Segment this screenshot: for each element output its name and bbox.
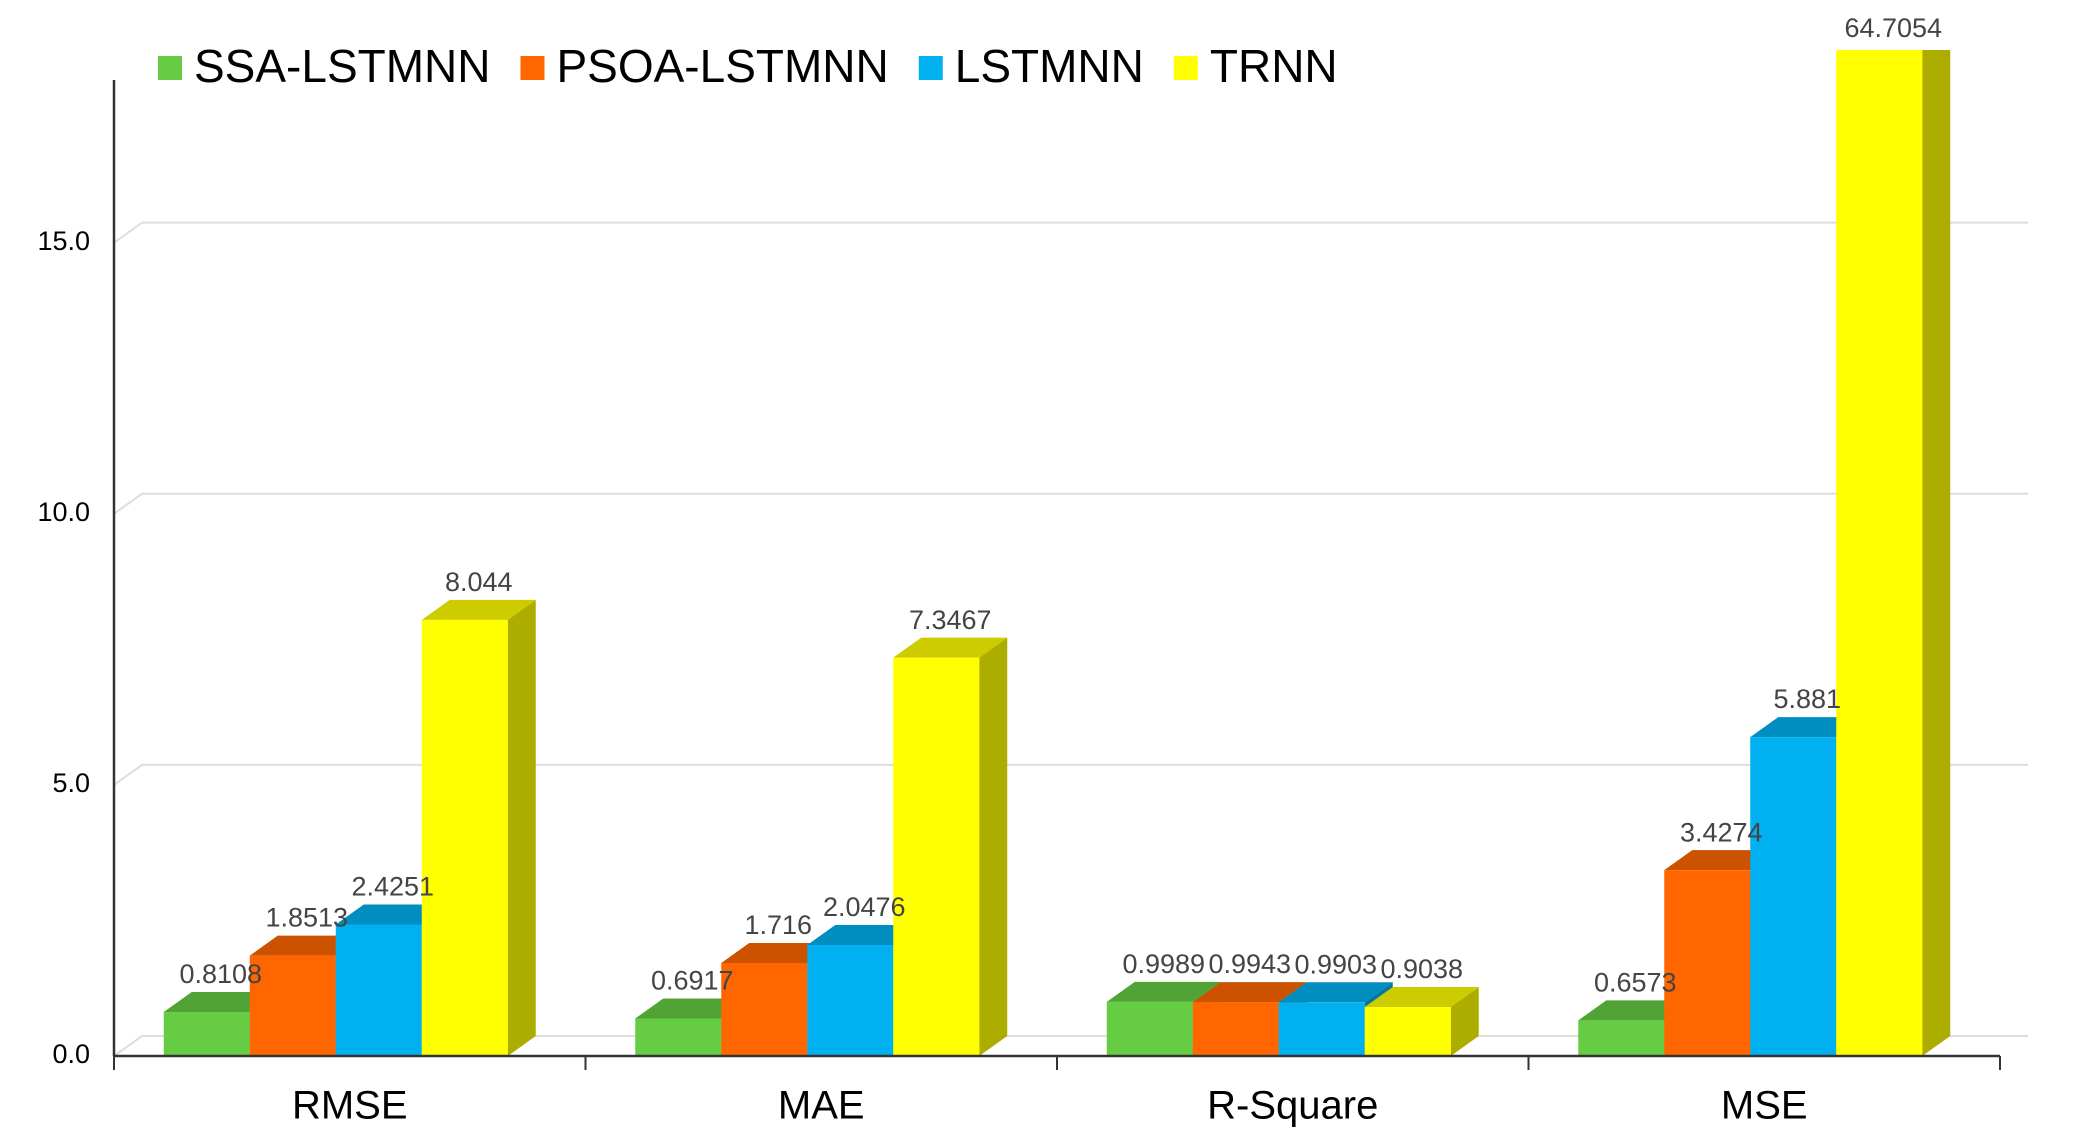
bar-top	[1578, 1000, 1693, 1021]
legend-swatch	[520, 56, 545, 80]
bar-layer	[163, 50, 1951, 1056]
bar-top	[1750, 717, 1865, 738]
grid-line-side	[113, 1035, 143, 1057]
data-label: 0.6917	[651, 966, 734, 996]
bar	[1750, 737, 1837, 1056]
data-label: 0.9943	[1208, 949, 1291, 979]
bar-side	[1922, 50, 1951, 1056]
bar-top	[1278, 982, 1393, 1003]
data-label: 0.8108	[179, 959, 262, 989]
bar	[1578, 1020, 1665, 1056]
data-label: 8.044	[445, 567, 513, 597]
bar-top	[1664, 850, 1779, 871]
bar-top	[1192, 982, 1307, 1003]
data-label: 2.4251	[351, 872, 434, 902]
bar	[893, 657, 980, 1056]
bar-top	[1106, 981, 1221, 1002]
x-tick-label: RMSE	[292, 1084, 408, 1128]
bar-top	[635, 998, 750, 1019]
legend-label: LSTMNN	[955, 40, 1144, 92]
data-label: 3.4274	[1680, 817, 1763, 847]
x-tick-label: R-Square	[1207, 1084, 1378, 1128]
data-label: 5.881	[1773, 684, 1841, 714]
grid-line-side	[113, 492, 143, 515]
bar	[335, 924, 422, 1056]
bar	[635, 1018, 722, 1056]
data-label: 64.7054	[1844, 13, 1942, 43]
y-tick-label: 0.0	[52, 1039, 90, 1069]
bar-top	[1364, 986, 1479, 1007]
legend-swatch	[158, 56, 182, 80]
bar-top	[721, 942, 836, 963]
x-tick-label: MSE	[1721, 1084, 1808, 1128]
data-label: 1.8513	[265, 903, 348, 933]
x-tick-label: MAE	[778, 1084, 865, 1128]
data-label: 2.0476	[823, 892, 906, 922]
legend-swatch	[1173, 56, 1198, 80]
bar	[1364, 1006, 1451, 1056]
bar-top	[893, 637, 1008, 658]
legend-label: SSA-LSTMNN	[194, 40, 490, 92]
legend-label: TRNN	[1210, 40, 1338, 92]
bar	[1106, 1001, 1193, 1056]
bar-side	[507, 599, 536, 1056]
y-tick-label: 5.0	[52, 768, 90, 798]
grid-line-side	[113, 764, 143, 786]
bar-top	[807, 924, 922, 945]
bar	[421, 619, 508, 1056]
y-tick-label: 10.0	[37, 497, 90, 527]
bar-top	[421, 599, 536, 620]
bar	[721, 962, 808, 1056]
bar	[1836, 50, 1923, 1056]
bar-side	[979, 637, 1008, 1056]
data-label: 7.3467	[909, 605, 992, 635]
y-tick-label: 15.0	[37, 226, 90, 256]
grid-line-side	[113, 221, 143, 244]
bar	[163, 1012, 250, 1056]
bar	[249, 955, 336, 1056]
legend-label: PSOA-LSTMNN	[556, 40, 888, 92]
bar	[1278, 1002, 1365, 1056]
bar-top	[249, 935, 364, 956]
bar	[807, 944, 894, 1056]
bar-top	[163, 992, 278, 1013]
data-label: 0.9989	[1122, 949, 1205, 979]
bar	[1192, 1002, 1279, 1056]
data-label: 0.9903	[1294, 949, 1377, 979]
bar-top	[335, 904, 450, 925]
data-label: 0.6573	[1594, 967, 1677, 997]
bar	[1664, 870, 1751, 1056]
legend-swatch	[918, 56, 943, 80]
data-label: 0.9038	[1380, 954, 1463, 984]
bar-side	[1450, 986, 1479, 1056]
data-label: 1.716	[744, 910, 812, 940]
